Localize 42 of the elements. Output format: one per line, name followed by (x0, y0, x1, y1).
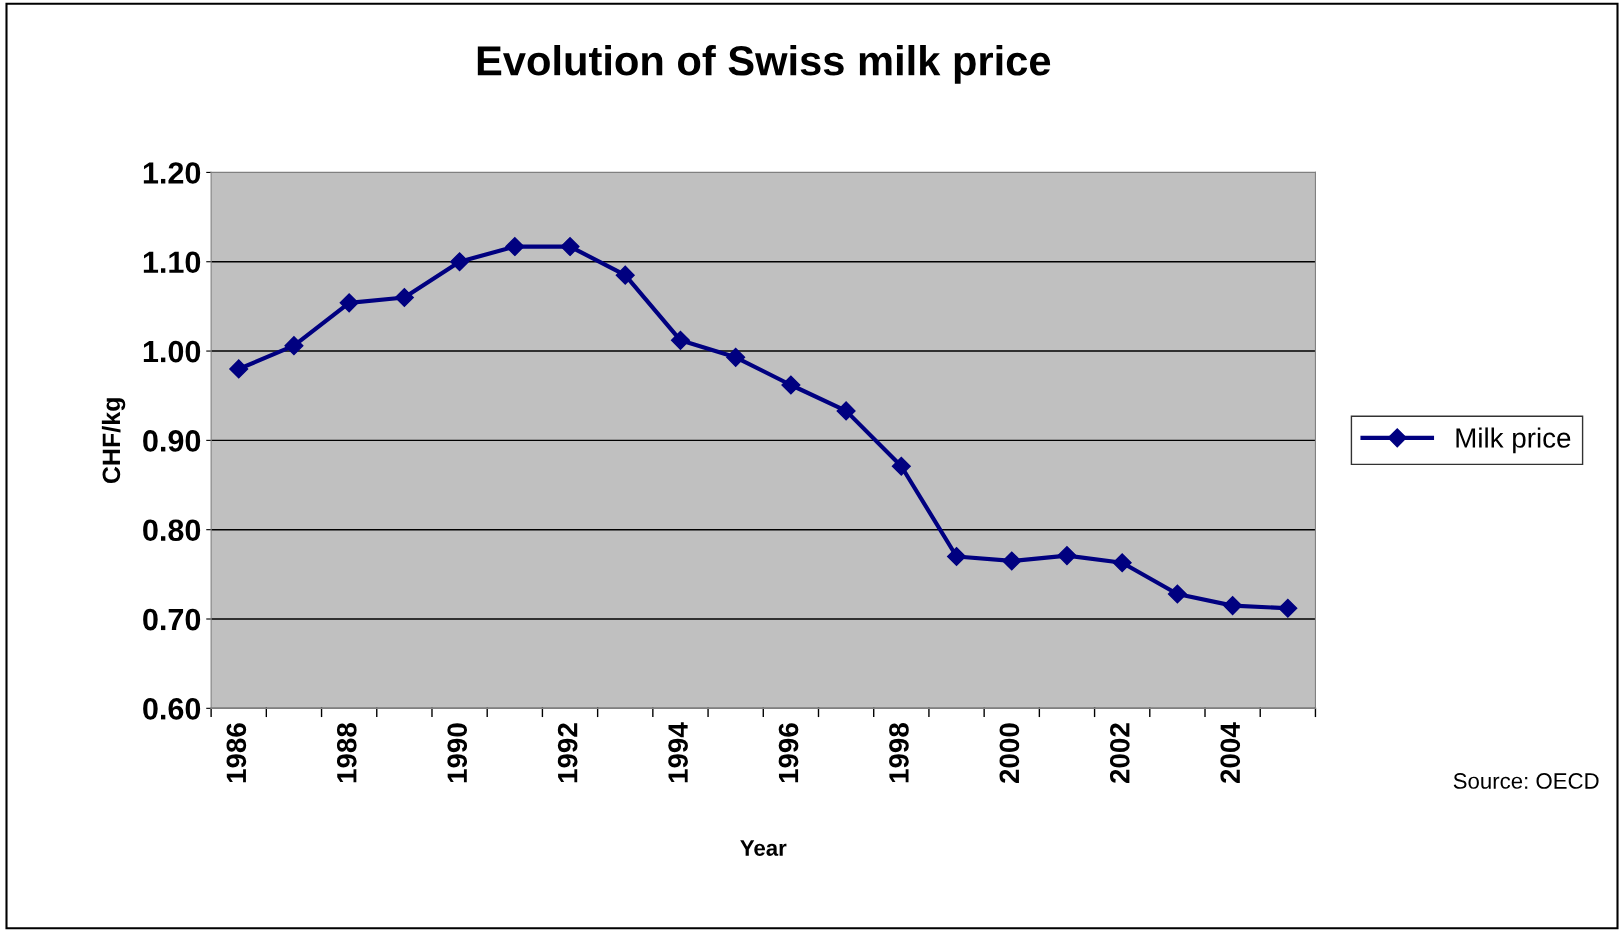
point (1057, 546, 1077, 566)
point (781, 375, 801, 395)
point (229, 359, 249, 379)
x-tick-label: 1986 (226, 723, 247, 783)
point (505, 237, 525, 257)
point (1002, 551, 1022, 571)
point (1223, 596, 1243, 616)
point (394, 287, 414, 307)
x-tick-label: 2004 (1220, 722, 1241, 784)
x-tick-label: 1992 (557, 723, 578, 783)
point (726, 347, 746, 367)
chart-title: Evolution of Swiss milk price (477, 45, 1051, 84)
source-note: Source: OECD (1453, 773, 1599, 789)
x-axis-title: Year (740, 840, 787, 856)
y-tick-label: 0.90 (143, 430, 201, 452)
y-tick-label: 0.60 (143, 698, 201, 720)
point (339, 293, 359, 313)
y-tick-label: 1.10 (143, 251, 201, 274)
x-tick-label: 1988 (336, 723, 357, 783)
point (891, 456, 911, 476)
point (1112, 553, 1132, 573)
x-tick-label: 2002 (1109, 723, 1130, 784)
y-tick-label: 1.00 (143, 340, 201, 363)
x-tick-label: 1990 (447, 723, 468, 783)
point (670, 330, 690, 350)
x-tick-label: 1998 (889, 723, 909, 783)
y-tick-label: 0.70 (143, 608, 201, 631)
point (947, 546, 967, 567)
point (560, 237, 580, 257)
point (284, 336, 304, 356)
point (836, 401, 856, 421)
point (1278, 598, 1298, 618)
legend-label: Milk price (1456, 427, 1571, 454)
x-tick-label: 2000 (999, 723, 1020, 784)
y-tick-label: 1.20 (143, 162, 201, 184)
x-tick-label: 1994 (668, 722, 688, 783)
point (450, 252, 470, 272)
point (615, 265, 635, 285)
x-tick-label: 1996 (778, 723, 799, 783)
y-axis-title: CHF/kg (101, 398, 126, 484)
y-tick-label: 0.80 (143, 519, 201, 542)
point (1167, 584, 1187, 604)
